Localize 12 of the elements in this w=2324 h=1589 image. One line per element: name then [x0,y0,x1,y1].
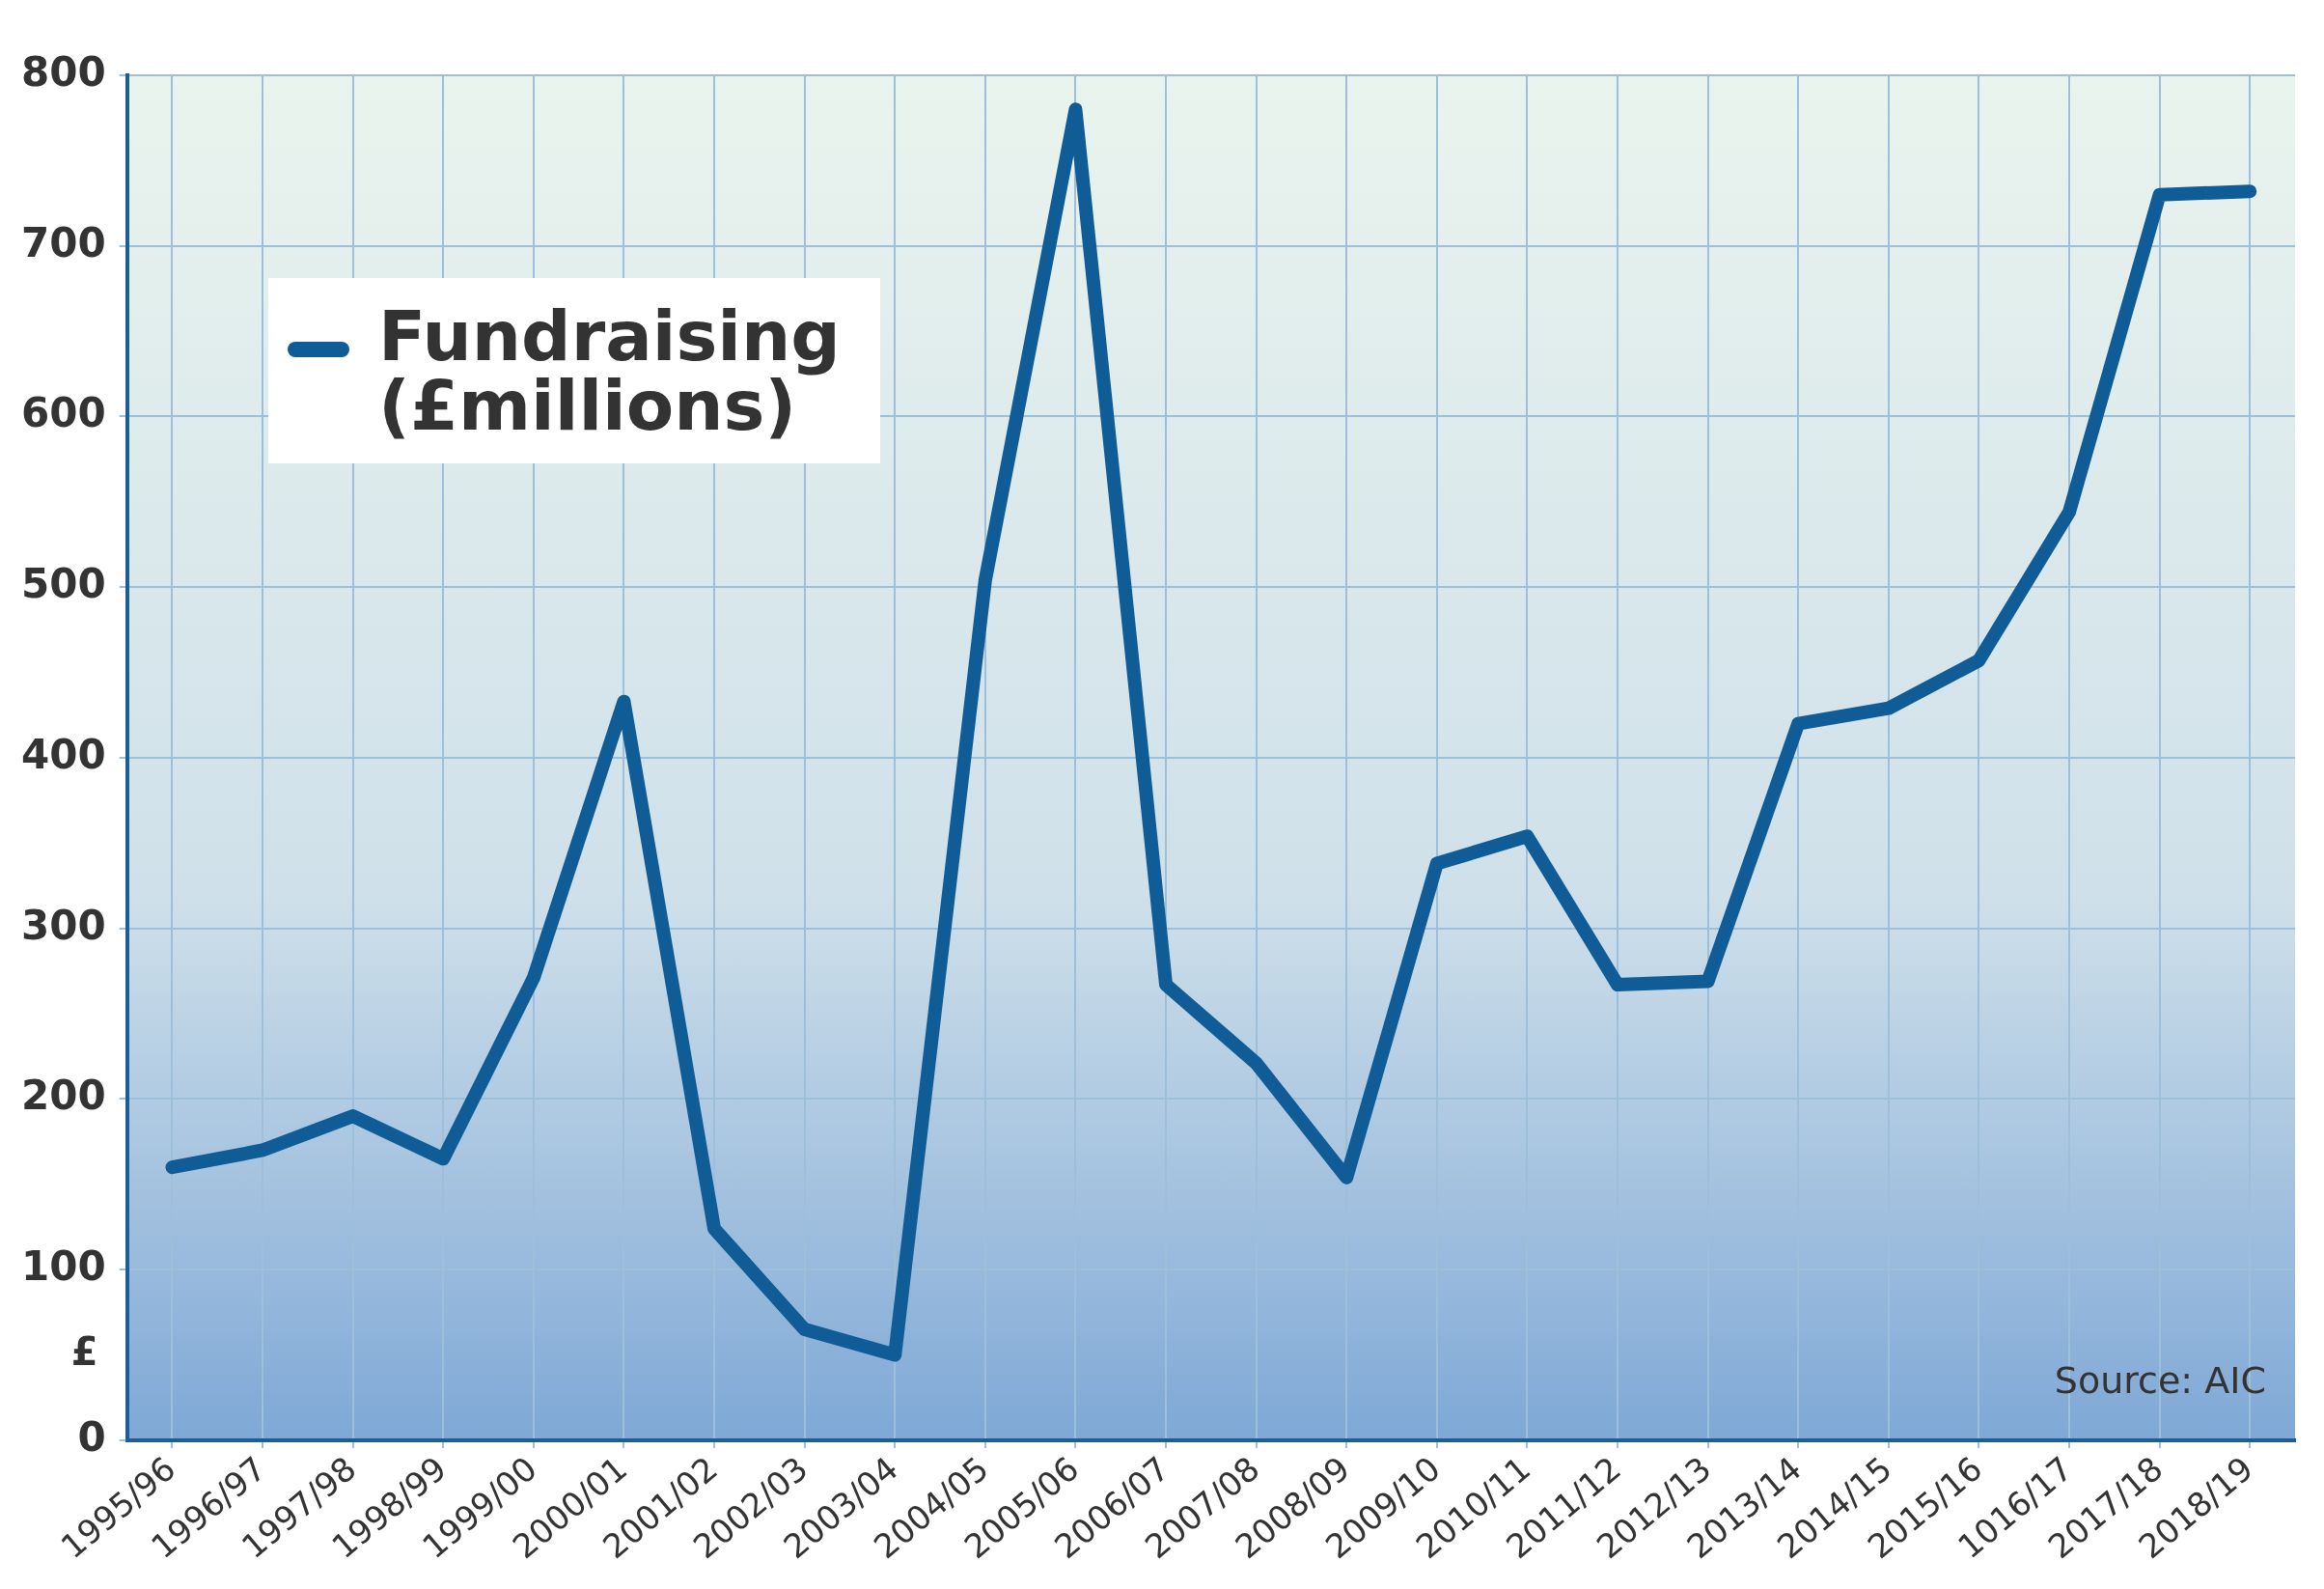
y-tick-label: 700 [21,218,106,266]
y-tick-label: 400 [21,730,106,778]
y-tick-label: 300 [21,901,106,949]
annotation: Source: AIC [2054,1358,2266,1402]
y-tick-label: 0 [77,1412,106,1461]
y-tick-label: 600 [21,389,106,437]
y-tick-label: 100 [21,1242,106,1291]
y-tick-label: 200 [21,1072,106,1120]
legend-label: Fundraising (£millions) [378,295,841,446]
y-tick-label: 500 [21,560,106,608]
y-axis-title: £ [70,1328,98,1374]
y-tick-label: 800 [21,47,106,96]
